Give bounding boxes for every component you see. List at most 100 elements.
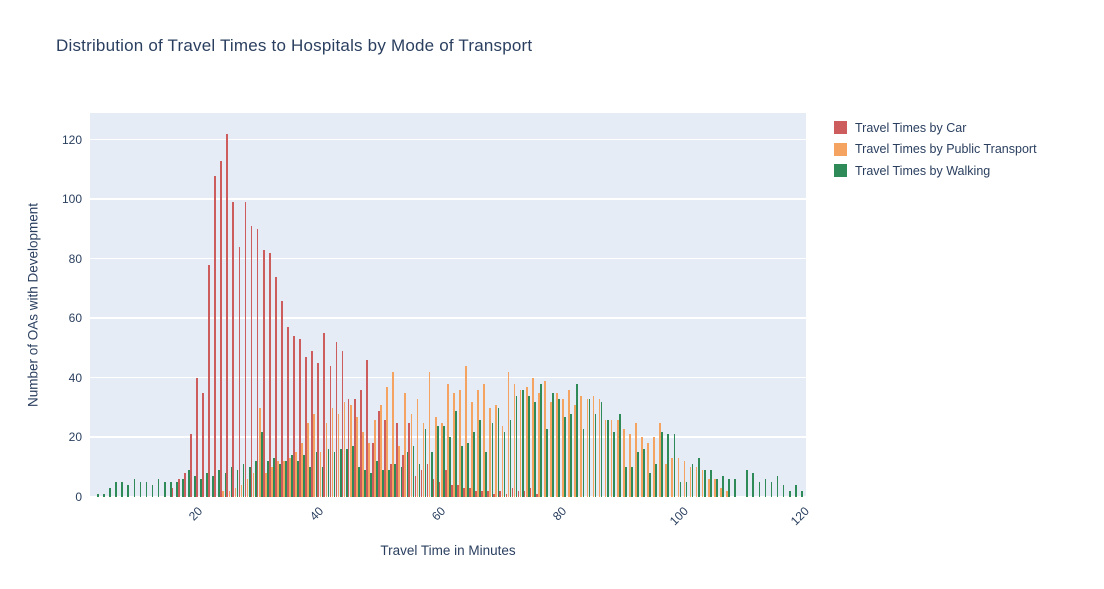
bar (303, 455, 306, 497)
bar (428, 371, 431, 497)
bar (432, 479, 435, 497)
x-tick-label: 60 (428, 504, 448, 524)
bar (521, 389, 524, 497)
y-tick-label: 20 (68, 430, 82, 445)
bar (402, 455, 405, 497)
bar (273, 458, 275, 497)
bar (297, 461, 300, 497)
bar (236, 470, 239, 497)
bar (264, 473, 267, 497)
bar (109, 488, 111, 497)
bar (183, 473, 186, 497)
bar (262, 249, 265, 497)
gridline (90, 317, 806, 319)
bar (459, 389, 461, 497)
bar (525, 386, 528, 497)
x-tick-label: 20 (185, 504, 206, 524)
bar (254, 461, 257, 497)
bar (576, 383, 579, 497)
bar (305, 357, 307, 497)
x-tick-label: 40 (307, 504, 327, 524)
bar (453, 392, 455, 497)
bar (281, 300, 283, 497)
bar (552, 392, 554, 497)
bar (121, 482, 124, 497)
bar (671, 458, 674, 497)
bar (436, 425, 439, 497)
bar (224, 473, 227, 497)
bar (335, 342, 338, 497)
bar (279, 464, 281, 497)
bar (625, 467, 627, 497)
bar (285, 461, 287, 497)
legend-item-travel-times-by-public-transport[interactable]: Travel Times by Public Transport (834, 139, 1037, 161)
bar (258, 407, 261, 497)
bar (400, 467, 403, 497)
bar (145, 482, 148, 497)
bar (527, 395, 530, 497)
bar (788, 491, 791, 497)
bar (358, 467, 360, 497)
bar (461, 446, 463, 497)
bar (339, 449, 342, 497)
bar (250, 226, 253, 497)
bar (446, 383, 449, 497)
bar (157, 479, 160, 497)
bar (396, 422, 398, 497)
bar (222, 491, 225, 497)
bar (628, 434, 631, 497)
bar (252, 473, 255, 497)
bar (220, 160, 223, 497)
bar (616, 419, 619, 497)
bar (594, 413, 597, 497)
legend-item-travel-times-by-car[interactable]: Travel Times by Car (834, 117, 1037, 139)
legend-item-travel-times-by-walking[interactable]: Travel Times by Walking (834, 160, 1037, 182)
bar (794, 485, 797, 497)
bar (345, 449, 348, 497)
legend-swatch-icon (834, 164, 847, 178)
bar (368, 443, 370, 497)
bar (177, 479, 180, 497)
x-tick-label: 120 (787, 504, 812, 529)
bar (394, 464, 397, 497)
bar (440, 422, 443, 497)
plot-area[interactable] (90, 113, 806, 497)
bar (351, 446, 354, 497)
bar (689, 467, 692, 497)
bar (175, 482, 178, 497)
bar (677, 458, 680, 497)
bar (469, 488, 471, 497)
bar (274, 276, 277, 497)
bar (260, 431, 263, 497)
bar (194, 476, 196, 497)
bar (726, 491, 728, 497)
bar (307, 422, 310, 497)
bar (653, 437, 655, 497)
bar (535, 494, 538, 497)
y-tick-label: 40 (68, 370, 82, 385)
bar (511, 488, 514, 497)
bar (270, 467, 273, 497)
bar (171, 488, 174, 497)
bar (327, 449, 330, 497)
bar (707, 479, 710, 497)
bar (218, 470, 221, 497)
bar (378, 410, 380, 497)
bar (631, 467, 633, 497)
bar (321, 467, 324, 497)
bar (697, 458, 700, 497)
bar (287, 327, 289, 497)
bar (503, 431, 506, 497)
y-tick-label: 0 (75, 490, 82, 504)
bar (716, 479, 718, 497)
bar (228, 491, 231, 497)
bar (365, 360, 368, 497)
bar (509, 419, 512, 497)
bar (643, 449, 645, 497)
bar (665, 464, 668, 497)
bar (586, 398, 589, 497)
bar (449, 437, 451, 497)
bar (234, 488, 237, 497)
bar (758, 482, 761, 497)
bar (240, 485, 243, 497)
